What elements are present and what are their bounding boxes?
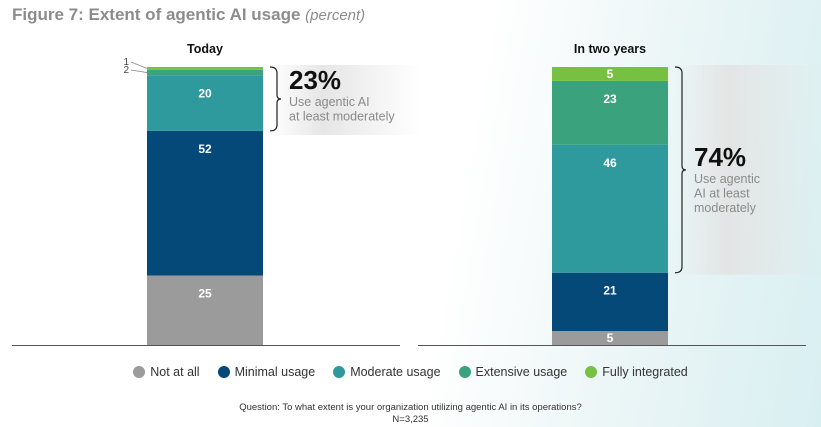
bar-segment-extensive-usage xyxy=(552,80,668,145)
bar-segment-not-at-all xyxy=(147,275,263,345)
legend-swatch xyxy=(133,366,146,378)
legend-label: Extensive usage xyxy=(475,365,568,379)
annotation-text: Use agentic AI xyxy=(289,95,370,109)
footnote: Question: To what extent is your organiz… xyxy=(0,402,821,426)
bar-segment-moderate-usage xyxy=(552,144,668,273)
data-label: 52 xyxy=(198,142,212,156)
annotation-bracket xyxy=(674,66,687,274)
bar-segment-fully-integrated xyxy=(147,67,263,70)
bar-segment-moderate-usage xyxy=(147,75,263,131)
annotation-shade xyxy=(270,65,420,135)
data-label: 23 xyxy=(603,92,617,106)
legend-label: Not at all xyxy=(150,365,200,379)
data-label: 5 xyxy=(607,331,614,345)
data-label: 21 xyxy=(603,284,617,298)
survey-question: Question: To what extent is your organiz… xyxy=(239,402,582,413)
data-label: 46 xyxy=(603,156,617,170)
annotation-value: 74% xyxy=(694,142,746,172)
data-label-outside: 2 xyxy=(123,65,129,76)
legend-item-minimal-usage: Minimal usage xyxy=(217,365,316,379)
legend-label: Moderate usage xyxy=(350,365,441,379)
legend-swatch xyxy=(585,366,598,378)
annotation-text: at least moderately xyxy=(289,110,395,124)
legend-label: Fully integrated xyxy=(602,365,688,379)
annotation-text: moderately xyxy=(694,201,757,215)
legend-item-extensive-usage: Extensive usage xyxy=(458,365,568,379)
leader-line xyxy=(130,61,148,69)
legend-item-moderate-usage: Moderate usage xyxy=(333,365,441,379)
data-label: 20 xyxy=(198,86,212,100)
chart-subtitle: (percent) xyxy=(305,7,366,24)
category-label-in-two-years: In two years xyxy=(574,42,646,56)
bar-segment-extensive-usage xyxy=(147,69,263,76)
legend-swatch xyxy=(458,366,471,378)
annotation-value: 23% xyxy=(289,65,341,95)
sample-size: N=3,235 xyxy=(392,414,429,425)
chart-title: Figure 7: Extent of agentic AI usage (pe… xyxy=(12,5,365,25)
annotation-shade xyxy=(675,65,821,275)
annotation-bracket xyxy=(269,66,282,132)
data-label: 25 xyxy=(198,287,212,301)
legend-item-fully-integrated: Fully integrated xyxy=(585,365,688,379)
annotation-text: AI at least xyxy=(694,186,750,200)
legend-label: Minimal usage xyxy=(234,365,316,379)
legend-item-not-at-all: Not at all xyxy=(133,365,200,379)
legend-swatch xyxy=(217,366,230,378)
bar-segment-minimal-usage xyxy=(552,272,668,332)
bar-segment-fully-integrated xyxy=(552,67,668,81)
bar-segment-not-at-all xyxy=(552,331,668,345)
data-label-outside: 1 xyxy=(123,57,129,68)
legend-swatch xyxy=(333,366,346,378)
bar-segment-minimal-usage xyxy=(147,130,263,276)
category-label-today: Today xyxy=(187,42,223,56)
data-label: 5 xyxy=(607,67,614,81)
annotation-text: Use agentic xyxy=(694,172,760,186)
chart-title-text: Figure 7: Extent of agentic AI usage xyxy=(12,5,301,24)
chart-legend: Not at all Minimal usage Moderate usage Ext… xyxy=(0,365,821,379)
leader-line xyxy=(130,69,148,73)
